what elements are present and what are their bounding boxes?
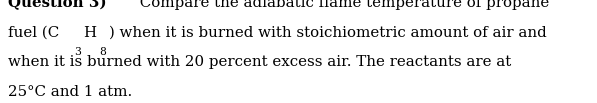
Text: fuel (C: fuel (C — [8, 26, 59, 40]
Text: Question 3): Question 3) — [8, 0, 106, 10]
Text: Compare the adiabatic flame temperature of propane: Compare the adiabatic flame temperature … — [135, 0, 549, 10]
Text: H: H — [83, 26, 96, 40]
Text: 3: 3 — [74, 47, 81, 57]
Text: 25°C and 1 atm.: 25°C and 1 atm. — [8, 85, 132, 99]
Text: when it is burned with 20 percent excess air. The reactants are at: when it is burned with 20 percent excess… — [8, 55, 511, 69]
Text: 8: 8 — [100, 47, 107, 57]
Text: ) when it is burned with stoichiometric amount of air and: ) when it is burned with stoichiometric … — [109, 26, 546, 40]
